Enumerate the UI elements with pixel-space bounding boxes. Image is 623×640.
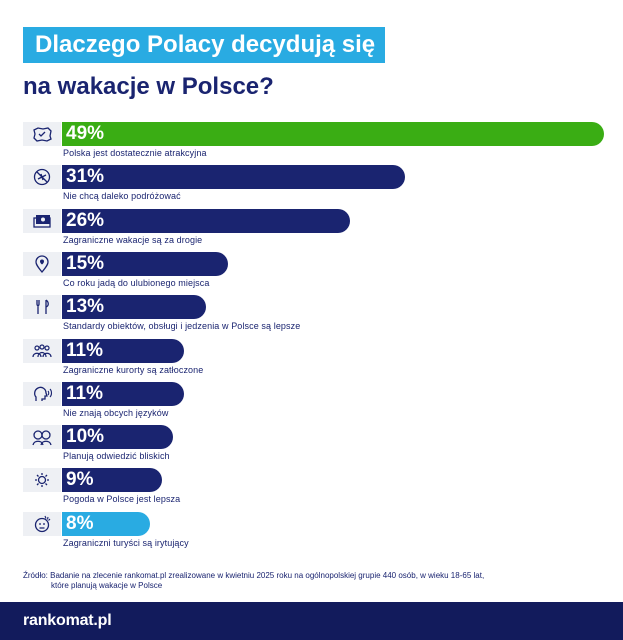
bar: 13%: [62, 295, 206, 320]
bar: 15%: [62, 251, 228, 276]
bar: 11%: [62, 381, 184, 406]
category-label: Standardy obiektów, obsługi i jedzenia w…: [63, 321, 301, 332]
bar-row: 49% Polska jest dostatecznie atrakcyjna: [23, 122, 604, 162]
bar-value-label: 13%: [66, 296, 105, 318]
bar-row: 8% Zagraniczni turyści są irytujący: [23, 511, 603, 552]
category-label: Zagraniczni turyści są irytujący: [63, 537, 189, 548]
category-label: Polska jest dostatecznie atrakcyjna: [63, 148, 207, 158]
category-label: Planują odwiedzić bliskich: [63, 451, 170, 462]
category-label: Zagraniczne kurorty są zatłoczone: [63, 364, 204, 375]
source-note: Źródło: Badanie na zlecenie rankomat.pl …: [23, 571, 583, 591]
bar-value-label: 31%: [66, 166, 105, 188]
bar-row: 13% Standardy obiektów, obsługi i jedzeni…: [23, 295, 603, 335]
fork-knife-icon: [23, 295, 61, 320]
bar-row: 11% Nie znają obcych języków: [23, 381, 603, 422]
money-icon: [23, 208, 61, 233]
bar-value-label: 11%: [66, 339, 103, 361]
bar-value-label: 8%: [66, 512, 94, 534]
bar-row: 11% Zagraniczne kurorty są zatłoczone: [23, 338, 603, 379]
source-line-2: które planują wakacje w Polsce: [51, 581, 163, 590]
source-line-1: Źródło: Badanie na zlecenie rankomat.pl …: [23, 571, 485, 580]
category-label: Pogoda w Polsce jest lepsza: [63, 494, 181, 505]
footer-bar: rankomat.pl: [0, 602, 623, 640]
bar-value-label: 9%: [66, 469, 94, 491]
bar: 10%: [62, 425, 173, 450]
bar-value-label: 49%: [66, 123, 105, 144]
bar: 8%: [62, 511, 151, 536]
category-label: Nie znają obcych języków: [63, 407, 169, 418]
annoyed-face-icon: [23, 511, 61, 536]
bar: 11%: [62, 338, 184, 363]
bar-row: 26% Zagraniczne wakacje są za drogie: [23, 208, 603, 249]
bar-value-label: 10%: [66, 426, 105, 448]
bar: 49%: [62, 122, 604, 146]
speaking-head-icon: [23, 381, 61, 406]
rankomat-logo[interactable]: rankomat.pl: [23, 612, 112, 629]
bar: 9%: [62, 468, 162, 493]
bar-row: 10% Planują odwiedzić bliskich: [23, 425, 603, 465]
bar: 31%: [62, 165, 405, 190]
location-pin-icon: [23, 251, 61, 276]
no-plane-icon: [23, 165, 61, 190]
bar-row: 15% Co roku jadą do ulubionego miejsca: [23, 251, 603, 292]
category-label: Zagraniczne wakacje są za drogie: [63, 234, 203, 245]
bar-row: 31% Nie chcą daleko podróżować: [23, 165, 603, 205]
page-title-line-1: Dlaczego Polacy decydują się: [23, 27, 386, 63]
category-label: Nie chcą daleko podróżować: [63, 191, 181, 202]
family-icon: [23, 425, 61, 450]
bar: 26%: [62, 208, 350, 233]
bar-value-label: 26%: [66, 209, 105, 231]
bar-row: 9% Pogoda w Polsce jest lepsza: [23, 468, 603, 508]
bar-value-label: 11%: [66, 382, 103, 404]
category-label: Co roku jadą do ulubionego miejsca: [63, 277, 210, 288]
poland-map-icon: [23, 122, 61, 146]
page-title-line-2: na wakacje w Polsce?: [23, 73, 274, 100]
bar-value-label: 15%: [66, 252, 105, 274]
sun-icon: [23, 468, 61, 493]
crowd-icon: [23, 338, 61, 363]
